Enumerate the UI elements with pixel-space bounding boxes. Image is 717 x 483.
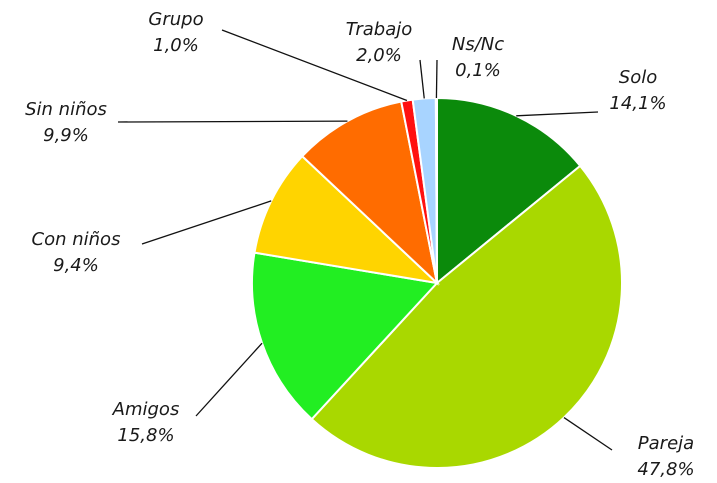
pie-slice bbox=[251, 251, 439, 421]
slice-label: Solo bbox=[619, 67, 657, 88]
slice-value: 47,8% bbox=[637, 459, 694, 480]
slice-value: 0,1% bbox=[455, 60, 501, 81]
slice-label: Ns/Nc bbox=[452, 34, 504, 55]
slice-label: Con niños bbox=[32, 229, 121, 250]
leader-line bbox=[141, 200, 272, 245]
pie-slice bbox=[434, 96, 438, 284]
leader-line bbox=[516, 111, 599, 117]
slice-label: Grupo bbox=[148, 9, 203, 30]
leader-line bbox=[117, 120, 348, 123]
pie-slice bbox=[300, 100, 439, 286]
slice-value: 14,1% bbox=[609, 93, 666, 114]
pie-slice bbox=[310, 164, 623, 469]
slice-value: 2,0% bbox=[356, 45, 402, 66]
leader-line bbox=[419, 59, 425, 99]
slice-label: Pareja bbox=[638, 433, 694, 454]
leader-line bbox=[563, 417, 613, 451]
slice-value: 9,4% bbox=[53, 255, 99, 276]
leader-line bbox=[195, 342, 263, 417]
leader-line bbox=[221, 29, 408, 102]
pie-slice bbox=[436, 96, 582, 286]
slice-label: Amigos bbox=[112, 399, 180, 420]
leader-line bbox=[435, 59, 438, 99]
slice-label: Sin niños bbox=[25, 99, 107, 120]
slice-value: 15,8% bbox=[117, 425, 174, 446]
slice-value: 9,9% bbox=[43, 125, 89, 146]
slice-label: Trabajo bbox=[346, 19, 413, 40]
slice-value: 1,0% bbox=[153, 35, 199, 56]
